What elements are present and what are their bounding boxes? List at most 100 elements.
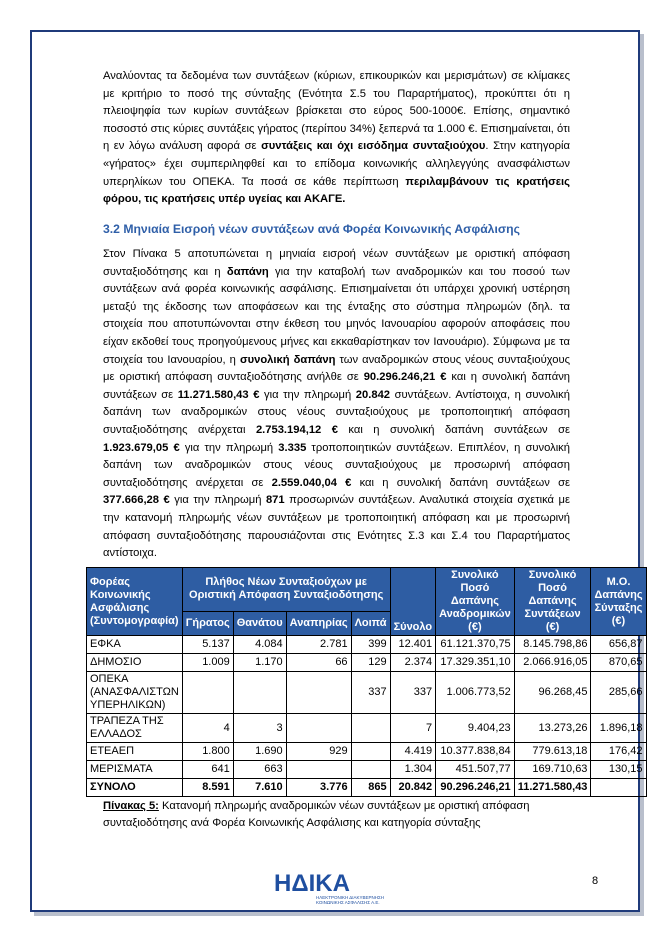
bold-run: 3.335 — [278, 441, 307, 454]
cell: 10.377.838,84 — [435, 742, 515, 761]
bold-run: 1.923.679,05 € — [103, 441, 180, 454]
cell: 399 — [350, 635, 391, 654]
cell: 96.268,45 — [513, 671, 592, 714]
cell: 13.273,26 — [513, 713, 592, 743]
cell: 7.610 — [232, 778, 287, 797]
bold-run: συνολική δαπάνη — [239, 353, 336, 366]
paragraph: Αναλύοντας τα δεδομένα των συντάξεων (κύ… — [103, 68, 570, 209]
bold-run: 2.559.040,04 € — [271, 476, 352, 489]
header-cell: Συνολικό Ποσό Δαπάνης Αναδρομικών (€) — [435, 567, 515, 636]
cell: 90.296.246,21 — [435, 778, 515, 797]
table-row: ΟΠΕΚΑ (ΑΝΑΣΦΑΛΙΣΤΩΝ ΥΠΕΡΗΛΙΚΩΝ) 337 337 1.0… — [86, 671, 647, 714]
cell: 3 — [232, 713, 287, 743]
text-run: των αναδρομικών στους νέους συνταξιούχου… — [103, 353, 570, 384]
fund-cell: ΕΦΚΑ — [86, 635, 183, 654]
text-run: Αναλύοντας τα δεδομένα των συντάξεων (κύ… — [103, 70, 570, 153]
cell — [285, 671, 352, 714]
cell — [232, 671, 287, 714]
cell: 176,42 — [590, 742, 647, 761]
cell: 66 — [285, 653, 352, 672]
cell — [350, 713, 391, 743]
data-table: Φορέας Κοινωνικής Ασφάλισης (Συντομογραφ… — [86, 567, 647, 797]
table-row: ΤΡΑΠΕΖΑ ΤΗΣ ΕΛΛΑΔΟΣ 4 3 7 9.404,23 13.273,26 1… — [86, 713, 647, 743]
cell: 865 — [350, 778, 391, 797]
logo-subtitle: ΗΛΕΚΤΡΟΝΙΚΗ ΔΙΑΚΥΒΕΡΝΗΣΗ ΚΟΙΝΩΝΙΚΗΣ ΑΣΦΑ… — [316, 895, 385, 905]
section-heading: 3.2 Μηνιαία Εισροή νέων συντάξεων ανά Φο… — [103, 222, 520, 236]
fund-cell: ΔΗΜΟΣΙΟ — [86, 653, 183, 672]
text-run: για την πληρωμή — [179, 441, 279, 454]
text-run: για την πληρωμή — [259, 388, 356, 401]
cell: 4.419 — [389, 742, 437, 761]
cell: 1.800 — [181, 742, 234, 761]
table-row: ΣΥΝΟΛΟ 8.591 7.610 3.776 865 20.842 90.296.246… — [86, 778, 647, 797]
fund-cell: ΜΕΡΙΣΜΑΤΑ — [86, 760, 183, 779]
text-run: Στον Πίνακα 5 αποτυπώνεται η μηνιαία εισ… — [103, 248, 570, 278]
cell: 337 — [389, 671, 437, 714]
table-row: ΕΦΚΑ 5.137 4.084 2.781 399 12.401 61.121.370,7… — [86, 635, 647, 654]
bold-run: 11.271.580,43 € — [177, 388, 260, 401]
page-frame — [30, 30, 640, 912]
fund-cell: ΣΥΝΟΛΟ — [86, 778, 183, 797]
cell: 929 — [285, 742, 352, 761]
cell: 641 — [181, 760, 234, 779]
cell: 1.009 — [181, 653, 234, 672]
fund-cell: ΟΠΕΚΑ (ΑΝΑΣΦΑΛΙΣΤΩΝ ΥΠΕΡΗΛΙΚΩΝ) — [86, 671, 183, 714]
cell: 7 — [389, 713, 437, 743]
cell: 779.613,18 — [513, 742, 592, 761]
bold-run: δαπάνη — [226, 265, 269, 278]
bold-run: 2.753.194,12 € — [255, 423, 338, 436]
cell — [285, 760, 352, 779]
bold-run: 90.296.246,21 € — [363, 371, 447, 384]
cell: 2.781 — [285, 635, 352, 654]
cell: 656,87 — [590, 635, 647, 654]
text-run: και η συνολική δαπάνη συντάξεων σε — [337, 423, 571, 436]
cell: 8.591 — [181, 778, 234, 797]
text-run: τροποποιητικών συντάξεων. Επιπλέον, η συ… — [103, 441, 571, 489]
text-run: συντάξεων. Αντίστοιχα, η συνολική δαπάνη… — [103, 388, 570, 436]
cell: 451.507,77 — [435, 760, 515, 779]
cell: 4 — [181, 713, 234, 743]
header-cell: Θανάτου — [232, 610, 287, 637]
header-cell: Συνολικό Ποσό Δαπάνης Συντάξεων (€) — [513, 567, 592, 636]
cell — [350, 742, 391, 761]
cell: 20.842 — [389, 778, 437, 797]
bold-run: 20.842 — [355, 388, 391, 401]
table-row: ΔΗΜΟΣΙΟ 1.009 1.170 66 129 2.374 17.329.351,10… — [86, 653, 647, 672]
cell: 285,66 — [590, 671, 647, 714]
text-run: . Στην κατηγορία «γήρατος» έχει συμπεριλ… — [103, 140, 570, 188]
cell: 11.271.580,43 — [513, 778, 592, 797]
bold-run: περιλαμβάνουν τις κρατήσεις φόρου, τις κ… — [103, 175, 570, 206]
cell: 169.710,63 — [513, 760, 592, 779]
table-row: ΕΤΕΑΕΠ 1.800 1.690 929 4.419 10.377.838,84 779… — [86, 742, 647, 761]
paragraph: Στον Πίνακα 5 αποτυπώνεται η μηνιαία εισ… — [103, 246, 570, 563]
cell: 12.401 — [389, 635, 437, 654]
cell: 8.145.798,86 — [513, 635, 592, 654]
cell: 17.329.351,10 — [435, 653, 515, 672]
cell: 1.006.773,52 — [435, 671, 515, 714]
header-cell: Αναπηρίας — [285, 610, 352, 637]
cell: 130,15 — [590, 760, 647, 779]
bold-run: 377.666,28 € — [103, 494, 170, 507]
cell: 129 — [350, 653, 391, 672]
text-run: για την καταβολή των αναδρομικών και του… — [103, 265, 570, 366]
fund-cell: ΕΤΕΑΕΠ — [86, 742, 183, 761]
header-cell: Γήρατος — [181, 610, 234, 637]
cell: 2.374 — [389, 653, 437, 672]
header-cell: Πλήθος Νέων Συνταξιούχων με Οριστική Από… — [181, 567, 391, 612]
cell — [350, 760, 391, 779]
text-run: προσωρινών συντάξεων. Αναλυτικά στοιχεία… — [103, 494, 570, 560]
cell: 1.896,18 — [590, 713, 647, 743]
cell — [181, 671, 234, 714]
table-caption: Πίνακας 5: Κατανομή πληρωμής αναδρομικών… — [103, 798, 570, 832]
cell: 663 — [232, 760, 287, 779]
cell: 5.137 — [181, 635, 234, 654]
fund-cell: ΤΡΑΠΕΖΑ ΤΗΣ ΕΛΛΑΔΟΣ — [86, 713, 183, 743]
caption-label: Πίνακας 5: — [103, 800, 159, 812]
header-cell: Φορέας Κοινωνικής Ασφάλισης (Συντομογραφ… — [86, 567, 183, 636]
cell — [285, 713, 352, 743]
cell: 870,65 — [590, 653, 647, 672]
caption-text: Κατανομή πληρωμής αναδρομικών νέων συντά… — [103, 800, 530, 829]
table-row: ΜΕΡΙΣΜΑΤΑ 641 663 1.304 451.507,77 169.710,63… — [86, 760, 647, 779]
bold-run: 871 — [265, 494, 285, 507]
